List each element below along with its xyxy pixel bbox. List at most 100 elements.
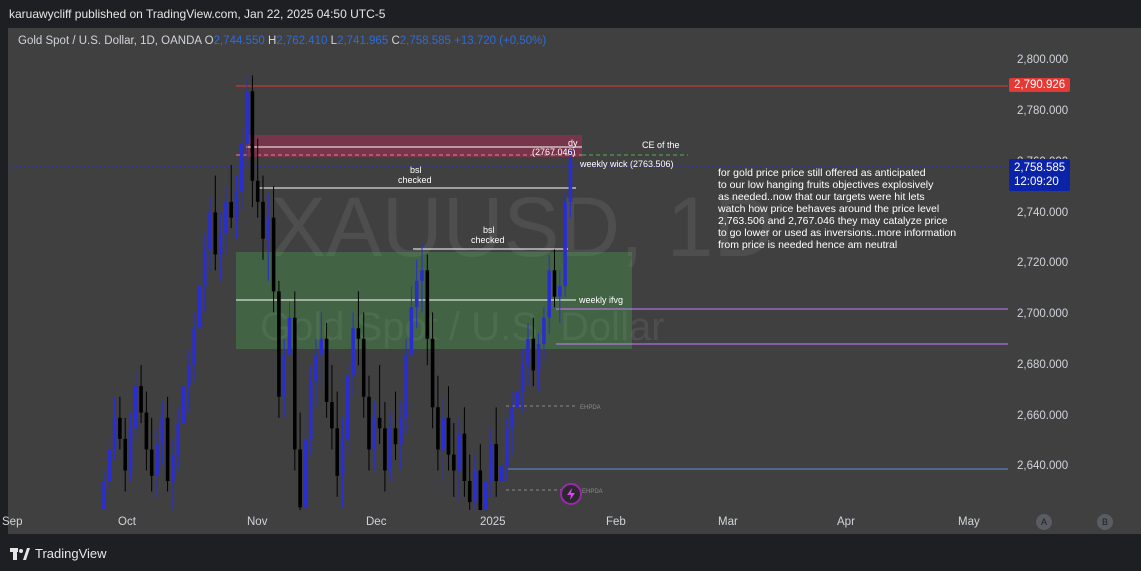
high-value: 2,762.410	[276, 35, 328, 47]
candle-body	[505, 428, 509, 466]
candle-body	[176, 423, 180, 455]
candle-body	[547, 270, 551, 318]
chart-pane[interactable]: XAUUSD, 1D Gold Spot / U.S. Dollar dy (2…	[8, 28, 1008, 510]
watermark-ticker: XAUUSD, 1D	[270, 180, 774, 274]
price-label: 2,660.000	[1017, 410, 1069, 422]
price-label: 2,740.000	[1017, 207, 1069, 219]
candle-body	[171, 454, 175, 482]
candle-body	[144, 412, 149, 450]
candle-body	[515, 391, 520, 408]
price-label: 2,780.000	[1017, 105, 1069, 117]
low-value: 2,741.965	[337, 35, 389, 47]
candle-body	[473, 470, 477, 503]
current-price: 2,758.585	[1014, 162, 1066, 174]
candle-body	[399, 417, 403, 445]
candle-body	[346, 375, 350, 439]
price-label: 2,720.000	[1017, 257, 1069, 269]
candle-body	[457, 433, 461, 471]
price-label: 2,700.000	[1017, 308, 1069, 320]
candle-body	[240, 143, 244, 192]
change-value: +13.720 (+0.50%)	[454, 35, 547, 47]
candle-body	[229, 201, 233, 218]
candle-body	[149, 449, 154, 476]
candle-body	[340, 438, 345, 476]
candle-body	[255, 180, 260, 202]
brand-name: TradingView	[35, 546, 107, 561]
candle-body	[335, 428, 339, 476]
note-line: watch how price behaves around the price…	[717, 203, 939, 215]
time-label: Apr	[837, 516, 855, 528]
candle-body	[250, 91, 255, 181]
candle-body	[118, 417, 122, 439]
candle-body	[563, 201, 567, 287]
open-label: O	[204, 35, 214, 47]
candle-body	[467, 481, 472, 503]
time-label: Oct	[118, 516, 136, 528]
candle-body	[128, 428, 133, 471]
ehpda-label-1: EHPDA	[580, 405, 601, 411]
candle-body	[330, 402, 334, 429]
candle-body	[308, 380, 313, 439]
candle-body	[261, 201, 265, 239]
candle-body	[356, 328, 361, 339]
candle-body	[266, 217, 271, 239]
ce-label: CE of the	[642, 140, 680, 150]
candle-body	[218, 233, 223, 255]
candle-body	[414, 280, 419, 308]
weekly-ifvg-label: weekly ifvg	[578, 295, 623, 305]
candle-body	[165, 417, 170, 482]
candle-body	[383, 428, 387, 471]
price-label: 2,640.000	[1017, 460, 1069, 472]
candle-body	[462, 433, 467, 482]
candle-body	[526, 338, 530, 366]
candle-body	[420, 270, 424, 281]
ehpda-label-2: EHPDA	[582, 489, 603, 495]
candle-body	[181, 386, 186, 424]
bsl2-label: bsl	[483, 225, 495, 235]
candle-body	[531, 338, 536, 371]
candles-group	[102, 75, 573, 510]
candle-body	[224, 201, 228, 234]
candle-body	[303, 438, 308, 508]
candle-body	[245, 91, 249, 144]
symbol-legend: Gold Spot / U.S. Dollar, 1D, OANDA O2,74…	[18, 35, 546, 47]
log-scale-button[interactable]: B	[1097, 514, 1113, 530]
candle-body	[287, 317, 292, 355]
time-label: Nov	[247, 516, 268, 528]
candle-body	[489, 444, 493, 482]
time-label: Sep	[2, 516, 23, 528]
dy-value-label: (2767.046)	[532, 147, 576, 157]
price-label: 2,800.000	[1017, 54, 1069, 66]
candle-body	[494, 444, 498, 482]
dy-zone	[246, 135, 582, 157]
candle-body	[298, 449, 302, 508]
candle-body	[510, 407, 514, 429]
candle-body	[483, 481, 488, 510]
candle-body	[499, 465, 504, 482]
candle-body	[197, 286, 202, 329]
countdown-timer: 12:09:20	[1014, 176, 1059, 188]
auto-scale-button[interactable]: A	[1036, 514, 1052, 530]
publisher-text: karuawycliff published on TradingView.co…	[9, 7, 386, 21]
candle-body	[430, 338, 435, 408]
note-line: to our low hanging fruits objectives exp…	[718, 179, 934, 191]
candle-body	[452, 454, 456, 471]
time-label: 2025	[480, 516, 506, 528]
tradingview-logo[interactable]: TradingView	[10, 546, 107, 561]
note-line: for gold price price still offered as an…	[718, 167, 926, 179]
candle-body	[139, 386, 143, 413]
low-label: L	[330, 35, 338, 47]
candle-body	[409, 307, 414, 355]
close-value: 2,758.585	[399, 35, 451, 47]
time-axis[interactable]: Sep Oct Nov Dec 2025 Feb Mar Apr May A B	[2, 510, 1141, 534]
candle-body	[107, 449, 112, 482]
candle-body	[568, 159, 573, 202]
candle-body	[446, 417, 451, 455]
candle-body	[155, 444, 159, 476]
price-chart[interactable]: XAUUSD, 1D Gold Spot / U.S. Dollar dy (2…	[8, 28, 1008, 510]
lightning-icon[interactable]	[560, 483, 582, 505]
high-label: H	[267, 35, 277, 47]
time-label: Feb	[606, 516, 626, 528]
price-axis[interactable]: 2,800.000 2,780.000 2,760.000 2,740.000 …	[1008, 28, 1141, 510]
candle-body	[271, 217, 276, 292]
